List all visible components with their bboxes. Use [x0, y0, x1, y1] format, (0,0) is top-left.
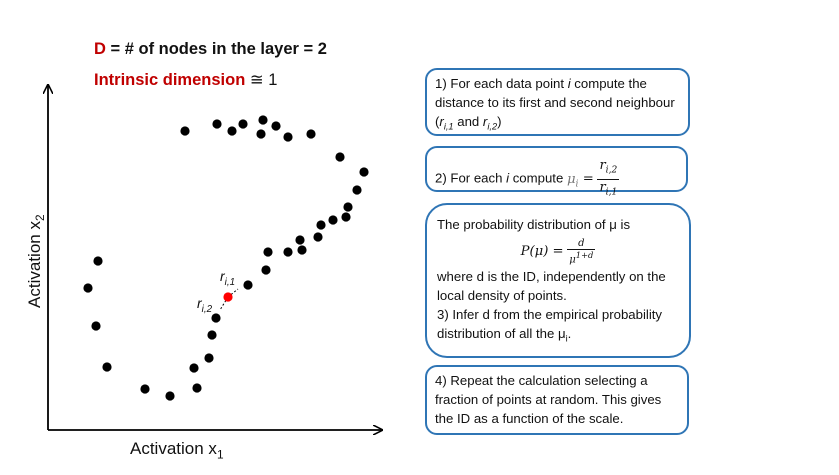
data-point: [256, 129, 266, 139]
data-point: [243, 280, 253, 290]
title-intrinsic-dimension: Intrinsic dimension ≅ 1: [94, 70, 277, 90]
data-point: [297, 245, 307, 255]
data-point: [180, 126, 190, 136]
x-axis-label: Activation x1: [130, 439, 224, 462]
data-point: [211, 313, 221, 323]
data-point: [204, 353, 214, 363]
data-point: [258, 115, 268, 125]
y-axis-label: Activation x2: [24, 214, 48, 308]
scatter-plot: [0, 0, 430, 475]
mu-i-symbol: μi: [566, 171, 579, 190]
distribution-intro: The probability distribution of μ is: [437, 217, 631, 232]
id-explanation: where d is the ID, independently on the …: [437, 269, 666, 304]
step1-box: 1) For each data point i compute the dis…: [425, 68, 690, 136]
data-point: [341, 212, 351, 222]
ratio-fraction: ri,2 ri,1: [597, 158, 620, 198]
selected-data-point: [223, 292, 233, 302]
intrinsic-value: ≅ 1: [245, 71, 278, 89]
d-symbol: D: [94, 40, 106, 58]
distribution-formula: P(μ) = d μ1+d: [520, 238, 596, 266]
data-point: [189, 363, 199, 373]
data-point: [93, 256, 103, 266]
data-point: [343, 202, 353, 212]
data-points: [83, 115, 369, 401]
step4-box: 4) Repeat the calculation selecting a fr…: [425, 365, 689, 435]
second-neighbour-label: ri,2: [197, 295, 213, 315]
data-point: [283, 247, 293, 257]
data-point: [83, 283, 93, 293]
step3-text: 3) Infer d from the empirical probabilit…: [437, 307, 663, 344]
data-point: [227, 126, 237, 136]
data-point: [238, 119, 248, 129]
data-point: [212, 119, 222, 129]
data-point: [91, 321, 101, 331]
step2-box: 2) For each i compute μi = ri,2 ri,1: [425, 146, 688, 197]
data-point: [313, 232, 323, 242]
data-point: [295, 235, 305, 245]
data-point: [271, 121, 281, 131]
data-point: [261, 265, 271, 275]
data-point: [207, 330, 217, 340]
first-neighbour-label: ri,1: [220, 268, 236, 288]
data-point: [192, 383, 202, 393]
data-point: [263, 247, 273, 257]
data-point: [165, 391, 175, 401]
intrinsic-label: Intrinsic dimension: [94, 71, 246, 89]
data-point: [352, 185, 362, 195]
data-point: [335, 152, 345, 162]
nodes-text: = # of nodes in the layer = 2: [105, 40, 327, 58]
step3-box: The probability distribution of μ is P(μ…: [425, 203, 691, 358]
data-point: [283, 132, 293, 142]
neighbour-link-2: [219, 296, 229, 311]
data-point: [306, 129, 316, 139]
data-point: [140, 384, 150, 394]
data-point: [102, 362, 112, 372]
title-nodes: D = # of nodes in the layer = 2: [94, 40, 327, 59]
data-point: [316, 220, 326, 230]
data-point: [359, 167, 369, 177]
data-point: [328, 215, 338, 225]
